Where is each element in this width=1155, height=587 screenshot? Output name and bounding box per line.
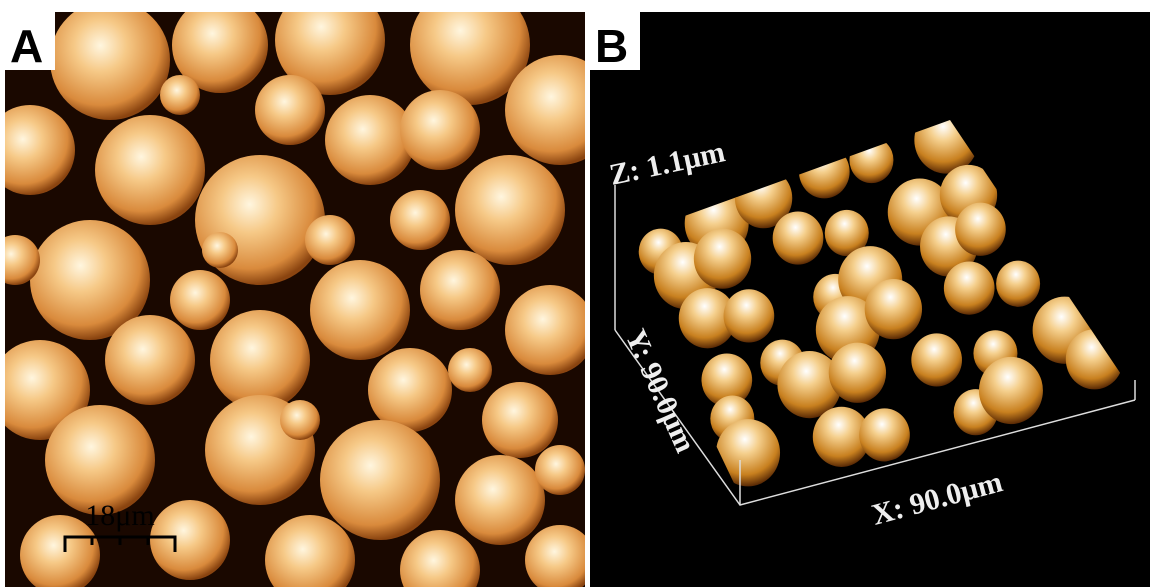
particle [865,279,922,339]
particle [310,260,410,360]
particle [95,115,205,225]
particle [505,285,595,375]
particle [105,315,195,405]
particle [996,261,1040,307]
particle [202,232,238,268]
particle [390,190,450,250]
particle [448,348,492,392]
panel-label: A [10,20,43,72]
particle [944,261,995,314]
particle [368,348,452,432]
particle [955,203,1006,256]
particle [694,229,751,289]
scale-label: 18μm [85,499,154,532]
particle [979,357,1043,424]
particle [773,211,824,264]
particle [482,382,558,458]
particle [255,75,325,145]
particle [50,0,170,120]
particle [400,90,480,170]
particle [535,445,585,495]
particle [859,408,910,461]
particle [724,289,775,342]
panel-label: B [595,20,628,72]
particle [420,250,500,330]
particle [455,155,565,265]
particle [305,215,355,265]
particle [911,333,962,386]
particle [829,343,886,403]
figure: A B 18μm Z: 1.1μm Y: 90.0μm X: 90.0μm [0,0,1155,587]
particle [320,420,440,540]
particle [150,500,230,580]
particle [455,455,545,545]
particle [280,400,320,440]
particle [160,75,200,115]
particle [170,270,230,330]
